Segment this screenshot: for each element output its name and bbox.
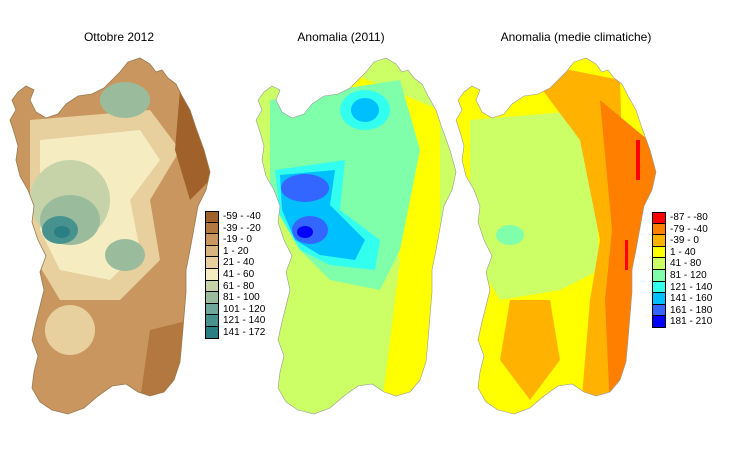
legend-label: -39 - -20 (223, 222, 261, 234)
legend-label: -19 - 0 (223, 234, 252, 246)
legend-label: 61 - 80 (223, 280, 255, 292)
legend-label: 1 - 20 (223, 245, 249, 257)
legend-swatch (652, 235, 666, 247)
legend-swatch (652, 304, 666, 317)
legend-swatch (205, 268, 219, 281)
legend-label: 41 - 60 (223, 268, 255, 280)
legend-label: 121 - 140 (223, 315, 266, 327)
legend-label: 81 - 100 (223, 292, 260, 304)
legend-label: -79 - -40 (670, 223, 708, 235)
legend-swatch (205, 257, 219, 269)
legend-label: 41 - 80 (670, 258, 702, 270)
legend-label: 121 - 140 (670, 281, 713, 293)
map-anomalia-medie (455, 57, 657, 415)
legend-swatch (652, 293, 666, 305)
legend-swatch (205, 280, 219, 293)
legend-label: 1 - 40 (670, 246, 696, 258)
legend-swatch (652, 316, 666, 328)
legend-swatch (205, 234, 219, 246)
legend-swatch (652, 212, 666, 224)
title-anomalia-medie: Anomalia (medie climatiche) (500, 30, 652, 44)
legend-label: 21 - 40 (223, 257, 255, 269)
legend-swatch (205, 245, 219, 258)
legend-swatch (652, 258, 666, 270)
legend-swatch (652, 246, 666, 259)
legend-swatch (205, 211, 219, 223)
legend-label: 141 - 160 (670, 293, 713, 305)
legend-swatch (205, 303, 219, 316)
legend-swatch (205, 222, 219, 235)
map-ottobre-2012 (9, 57, 211, 415)
legend-label: -39 - 0 (670, 235, 699, 247)
title-ottobre-2012: Ottobre 2012 (83, 30, 155, 44)
legend-swatch (652, 269, 666, 282)
legend-label: -87 - -80 (670, 212, 708, 223)
legend-swatch (652, 281, 666, 294)
legend-label: 141 - 172 (223, 326, 266, 338)
legend-label: 181 - 210 (670, 316, 713, 328)
legend-label: -59 - -40 (223, 211, 261, 222)
legend-label: 101 - 120 (223, 303, 266, 315)
legend-swatch (652, 223, 666, 236)
legend-label: 81 - 120 (670, 269, 707, 281)
legend-swatch (205, 326, 219, 339)
legend-swatch (205, 315, 219, 327)
title-anomalia-2011: Anomalia (2011) (297, 30, 385, 44)
map-anomalia-2011 (255, 57, 457, 415)
legend-swatch (205, 292, 219, 304)
legend-label: 161 - 180 (670, 304, 713, 316)
